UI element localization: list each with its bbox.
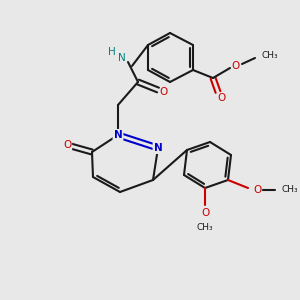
Text: N: N [154, 143, 162, 153]
Text: O: O [253, 185, 261, 195]
Text: O: O [201, 208, 209, 218]
Text: O: O [63, 140, 71, 150]
Text: CH₃: CH₃ [197, 223, 213, 232]
Text: O: O [201, 208, 209, 218]
Text: O: O [232, 61, 240, 71]
Text: N: N [114, 130, 122, 140]
Text: CH₃: CH₃ [281, 185, 298, 194]
Text: O: O [218, 93, 226, 103]
Text: N: N [118, 53, 126, 63]
Text: H: H [108, 47, 116, 57]
Text: O: O [253, 185, 261, 195]
Text: O: O [160, 87, 168, 97]
Text: CH₃: CH₃ [261, 52, 278, 61]
